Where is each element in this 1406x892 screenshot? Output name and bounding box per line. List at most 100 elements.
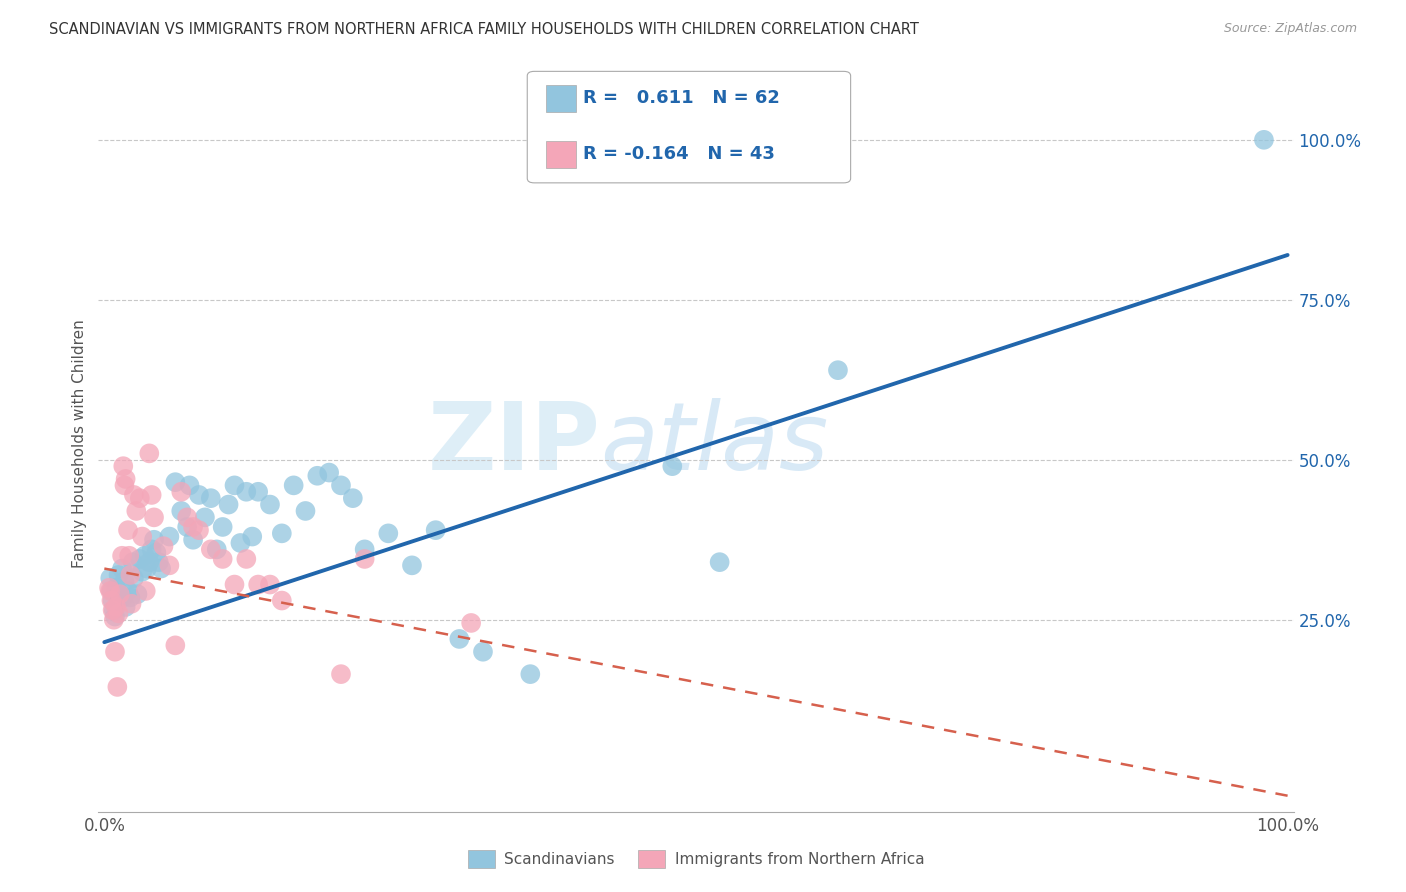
Point <box>98 584 121 599</box>
Point <box>270 593 292 607</box>
Point <box>143 510 166 524</box>
Point <box>114 472 136 486</box>
Point <box>401 558 423 573</box>
Point <box>141 542 163 557</box>
Point <box>194 510 217 524</box>
Point <box>108 587 131 601</box>
Point <box>259 577 281 591</box>
Point <box>318 466 340 480</box>
Point <box>101 593 124 607</box>
Point <box>121 597 143 611</box>
Point <box>176 510 198 524</box>
Point <box>131 565 153 579</box>
Point <box>105 680 128 694</box>
Point <box>105 599 128 614</box>
Y-axis label: Family Households with Children: Family Households with Children <box>72 319 87 568</box>
Legend: Scandinavians, Immigrants from Northern Africa: Scandinavians, Immigrants from Northern … <box>461 844 931 874</box>
Point <box>128 552 150 566</box>
Point <box>200 491 222 505</box>
Point <box>145 545 167 559</box>
Point <box>141 488 163 502</box>
Point <box>235 484 257 499</box>
Point <box>117 523 139 537</box>
Point <box>425 523 447 537</box>
Point <box>283 478 305 492</box>
Point <box>353 542 375 557</box>
Point <box>134 549 156 563</box>
Text: R = -0.164   N = 43: R = -0.164 N = 43 <box>583 145 775 163</box>
Point <box>247 484 270 499</box>
Point <box>827 363 849 377</box>
Point <box>117 584 139 599</box>
Point <box>118 549 141 563</box>
Point <box>143 533 166 547</box>
Point <box>170 504 193 518</box>
Point <box>131 530 153 544</box>
Point <box>114 574 136 589</box>
Point <box>100 593 122 607</box>
Text: atlas: atlas <box>600 398 828 490</box>
Point <box>157 558 180 573</box>
Text: Source: ZipAtlas.com: Source: ZipAtlas.com <box>1223 22 1357 36</box>
Point <box>120 591 142 605</box>
Point <box>103 613 125 627</box>
Point <box>148 555 170 569</box>
Point <box>103 603 125 617</box>
Point <box>247 577 270 591</box>
Point <box>235 552 257 566</box>
Point <box>122 488 145 502</box>
Point <box>170 484 193 499</box>
Point <box>107 607 129 621</box>
Point <box>307 468 329 483</box>
Point <box>709 555 731 569</box>
Point <box>157 530 180 544</box>
Point <box>342 491 364 505</box>
Point <box>224 478 246 492</box>
Point <box>176 520 198 534</box>
Point <box>181 520 204 534</box>
Point <box>138 555 160 569</box>
Point <box>98 581 121 595</box>
Point <box>188 523 211 537</box>
Point <box>460 615 482 630</box>
Point <box>270 526 292 541</box>
Point <box>294 504 316 518</box>
Point <box>165 638 187 652</box>
Point <box>136 561 159 575</box>
Point <box>152 539 174 553</box>
Point <box>353 552 375 566</box>
Text: ZIP: ZIP <box>427 398 600 490</box>
Point <box>100 584 122 599</box>
Point <box>218 498 240 512</box>
Point <box>122 571 145 585</box>
Point <box>229 536 252 550</box>
Point <box>211 520 233 534</box>
Point <box>138 446 160 460</box>
Text: SCANDINAVIAN VS IMMIGRANTS FROM NORTHERN AFRICA FAMILY HOUSEHOLDS WITH CHILDREN : SCANDINAVIAN VS IMMIGRANTS FROM NORTHERN… <box>49 22 920 37</box>
Point <box>181 533 204 547</box>
Point <box>330 478 353 492</box>
Point <box>1253 133 1275 147</box>
Point <box>111 561 134 575</box>
Point <box>661 459 683 474</box>
Point <box>449 632 471 646</box>
Point <box>125 504 148 518</box>
Point <box>101 603 124 617</box>
Point <box>120 568 142 582</box>
Point <box>128 491 150 505</box>
Point <box>472 645 495 659</box>
Text: R =   0.611   N = 62: R = 0.611 N = 62 <box>583 89 780 107</box>
Point <box>127 587 149 601</box>
Point <box>105 581 128 595</box>
Point <box>224 577 246 591</box>
Point <box>519 667 541 681</box>
Point <box>205 542 228 557</box>
Point <box>179 478 201 492</box>
Point <box>114 599 136 614</box>
Point <box>135 584 157 599</box>
Point <box>200 542 222 557</box>
Point <box>104 645 127 659</box>
Point <box>150 561 173 575</box>
Point <box>211 552 233 566</box>
Point <box>188 488 211 502</box>
